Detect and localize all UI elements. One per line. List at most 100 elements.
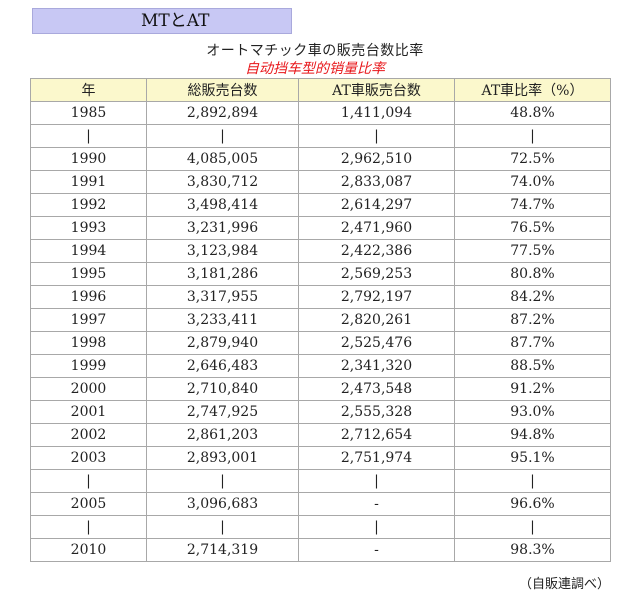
table-row: | | | | (30, 124, 611, 148)
cell-total-sales: 2,646,483 (146, 354, 299, 378)
cell-at-ratio: 93.0% (454, 400, 611, 424)
cell-at-ratio: | (454, 469, 611, 493)
cell-total-sales: 2,893,001 (146, 446, 299, 470)
cell-at-sales: 2,712,654 (298, 423, 455, 447)
cell-year: 2005 (30, 492, 147, 516)
cell-at-sales: | (298, 469, 455, 493)
table-row: 1990 4,085,005 2,962,510 72.5% (30, 147, 611, 171)
table-subtitle-translation: 自动挡车型的销量比率 (245, 61, 385, 77)
cell-total-sales: 2,861,203 (146, 423, 299, 447)
cell-year: 1998 (30, 331, 147, 355)
cell-year: 1994 (30, 239, 147, 263)
table-row: 1993 3,231,996 2,471,960 76.5% (30, 216, 611, 240)
cell-at-sales: | (298, 124, 455, 148)
table-title: オートマチック車の販売台数比率 (206, 43, 424, 59)
cell-year: 2002 (30, 423, 147, 447)
section-header: MTとAT (32, 8, 292, 34)
cell-at-sales: 2,471,960 (298, 216, 455, 240)
table-row: 2002 2,861,203 2,712,654 94.8% (30, 423, 611, 447)
table-body: 1985 2,892,894 1,411,094 48.8% | | | | 1990 4,085… (30, 101, 611, 562)
cell-at-sales: 2,525,476 (298, 331, 455, 355)
table-row: | | | | (30, 469, 611, 493)
sales-ratio-table: 年 総販売台数 AT車販売台数 AT車比率（%） 1985 2,892,894 1,… (30, 78, 611, 562)
cell-total-sales: | (146, 124, 299, 148)
cell-total-sales: 2,892,894 (146, 101, 299, 125)
cell-total-sales: 3,231,996 (146, 216, 299, 240)
column-header-at-sales: AT車販売台数 (298, 78, 455, 102)
table-row: | | | | (30, 515, 611, 539)
cell-at-ratio: 95.1% (454, 446, 611, 470)
cell-at-ratio: 74.0% (454, 170, 611, 194)
cell-at-ratio: 77.5% (454, 239, 611, 263)
cell-year: 2001 (30, 400, 147, 424)
cell-at-ratio: 48.8% (454, 101, 611, 125)
cell-at-ratio: 87.7% (454, 331, 611, 355)
cell-at-sales: 2,473,548 (298, 377, 455, 401)
table-row: 1991 3,830,712 2,833,087 74.0% (30, 170, 611, 194)
cell-at-ratio: 98.3% (454, 538, 611, 562)
table-row: 2005 3,096,683-96.6% (30, 492, 611, 516)
cell-at-ratio: 87.2% (454, 308, 611, 332)
source-note: （自販連調べ） (518, 577, 610, 592)
cell-at-sales: 2,833,087 (298, 170, 455, 194)
table-row: 1999 2,646,483 2,341,320 88.5% (30, 354, 611, 378)
cell-at-sales: - (298, 492, 455, 516)
table-row: 1994 3,123,984 2,422,386 77.5% (30, 239, 611, 263)
cell-at-ratio: 94.8% (454, 423, 611, 447)
column-header-total-sales: 総販売台数 (146, 78, 299, 102)
cell-at-sales: 2,614,297 (298, 193, 455, 217)
cell-at-sales: 1,411,094 (298, 101, 455, 125)
cell-total-sales: 2,747,925 (146, 400, 299, 424)
cell-year: | (30, 469, 147, 493)
table-row: 1997 3,233,411 2,820,261 87.2% (30, 308, 611, 332)
cell-at-sales: 2,962,510 (298, 147, 455, 171)
cell-total-sales: 3,123,984 (146, 239, 299, 263)
cell-year: 2010 (30, 538, 147, 562)
cell-at-sales: 2,341,320 (298, 354, 455, 378)
cell-year: 1990 (30, 147, 147, 171)
cell-at-sales: 2,751,974 (298, 446, 455, 470)
cell-year: 1997 (30, 308, 147, 332)
column-header-at-ratio: AT車比率（%） (454, 78, 611, 102)
cell-year: 1993 (30, 216, 147, 240)
cell-total-sales: | (146, 469, 299, 493)
cell-at-ratio: 91.2% (454, 377, 611, 401)
cell-at-ratio: 80.8% (454, 262, 611, 286)
cell-at-sales: - (298, 538, 455, 562)
cell-total-sales: 2,879,940 (146, 331, 299, 355)
cell-at-sales: 2,820,261 (298, 308, 455, 332)
cell-total-sales: 3,233,411 (146, 308, 299, 332)
cell-total-sales: 4,085,005 (146, 147, 299, 171)
column-header-year: 年 (30, 78, 147, 102)
cell-at-sales: 2,422,386 (298, 239, 455, 263)
table-row: 1995 3,181,286 2,569,253 80.8% (30, 262, 611, 286)
cell-total-sales: 2,714,319 (146, 538, 299, 562)
cell-at-ratio: 96.6% (454, 492, 611, 516)
cell-at-sales: 2,569,253 (298, 262, 455, 286)
table-row: 1985 2,892,894 1,411,094 48.8% (30, 101, 611, 125)
cell-at-ratio: | (454, 515, 611, 539)
table-header-row: 年 総販売台数 AT車販売台数 AT車比率（%） (30, 78, 611, 102)
cell-at-ratio: | (454, 124, 611, 148)
table-row: 2010 2,714,319-98.3% (30, 538, 611, 562)
cell-total-sales: | (146, 515, 299, 539)
table-row: 2000 2,710,840 2,473,548 91.2% (30, 377, 611, 401)
table-row: 2003 2,893,001 2,751,974 95.1% (30, 446, 611, 470)
cell-at-ratio: 76.5% (454, 216, 611, 240)
cell-year: 1992 (30, 193, 147, 217)
table-row: 1998 2,879,940 2,525,476 87.7% (30, 331, 611, 355)
table-row: 2001 2,747,925 2,555,328 93.0% (30, 400, 611, 424)
table-row: 1996 3,317,955 2,792,197 84.2% (30, 285, 611, 309)
cell-at-ratio: 72.5% (454, 147, 611, 171)
cell-at-sales: | (298, 515, 455, 539)
cell-total-sales: 3,181,286 (146, 262, 299, 286)
cell-year: 1995 (30, 262, 147, 286)
cell-total-sales: 3,317,955 (146, 285, 299, 309)
cell-at-ratio: 84.2% (454, 285, 611, 309)
cell-year: 1985 (30, 101, 147, 125)
cell-year: 2000 (30, 377, 147, 401)
cell-at-sales: 2,555,328 (298, 400, 455, 424)
cell-at-ratio: 88.5% (454, 354, 611, 378)
cell-year: 2003 (30, 446, 147, 470)
cell-total-sales: 3,096,683 (146, 492, 299, 516)
